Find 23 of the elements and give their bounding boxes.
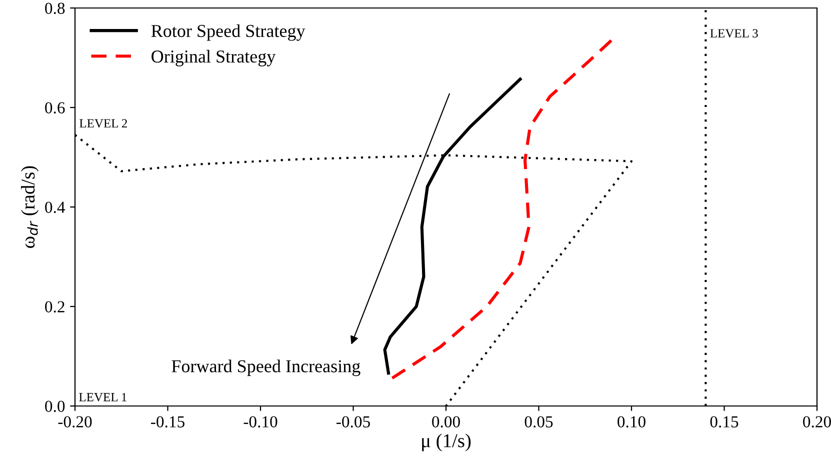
x-tick-label: 0.10: [618, 416, 646, 428]
y-tick-label: 0.2: [45, 301, 64, 313]
legend-label: Original Strategy: [152, 50, 276, 66]
annotation: LEVEL 3: [710, 29, 758, 38]
x-tick-label: 0.05: [524, 416, 553, 428]
y-axis-title: ω$_{dr}$ (rad/s): [21, 166, 39, 248]
x-tick-label: -0.20: [58, 416, 92, 428]
legend-label: Rotor Speed Strategy: [151, 24, 306, 41]
x-tick-label: 0.20: [803, 416, 831, 428]
x-axis-title: μ (1/s): [422, 434, 471, 452]
annotation: LEVEL 1: [79, 392, 126, 402]
y-tick-label: 0.4: [45, 202, 66, 214]
x-tick-label: -0.15: [151, 416, 184, 428]
x-tick-label: 0.15: [710, 416, 738, 428]
y-tick-label: 0.6: [45, 102, 65, 114]
annotation: LEVEL 2: [80, 119, 127, 128]
x-tick-label: 0.00: [432, 416, 460, 428]
y-tick-label: 0.0: [45, 400, 65, 412]
x-tick-label: -0.10: [244, 416, 278, 428]
y-tick-label: 0.8: [45, 2, 65, 14]
line-series: [390, 38, 614, 380]
x-tick-label: -0.05: [336, 416, 370, 428]
annotation: Forward Speed Increasing: [172, 360, 360, 376]
